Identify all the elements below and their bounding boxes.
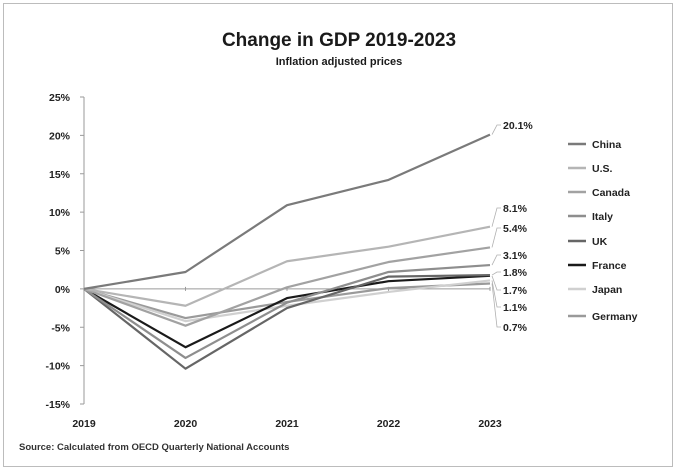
series-line-italy bbox=[83, 263, 491, 360]
series-line-canada bbox=[83, 246, 491, 327]
legend: China U.S. Canada Italy UK France Japan Germany bbox=[568, 139, 638, 323]
series-line-japan bbox=[83, 279, 491, 323]
end-labels: 20.1% 8.1% 5.4% 3.1% 1.8% 1.7% 1.1% 0.7% bbox=[491, 120, 533, 334]
end-label: 0.7% bbox=[503, 322, 528, 334]
end-label: 20.1% bbox=[503, 120, 533, 132]
y-tick-label: -10% bbox=[45, 361, 70, 373]
end-label: 8.1% bbox=[503, 203, 528, 215]
legend-label: Canada bbox=[592, 187, 630, 199]
series-line-france bbox=[83, 274, 491, 349]
end-label: 3.1% bbox=[503, 250, 528, 262]
x-tick-label: 2023 bbox=[478, 418, 502, 430]
end-label: 1.1% bbox=[503, 302, 528, 314]
end-label-leader bbox=[491, 124, 501, 135]
end-label: 1.7% bbox=[503, 285, 528, 297]
y-tick-label: -15% bbox=[45, 399, 70, 411]
axes: 25% 20% 15% 10% 5% 0% -5% -10% -15%2019 2020 2021 2… bbox=[45, 92, 501, 430]
legend-label: UK bbox=[592, 236, 608, 248]
x-tick-label: 2020 bbox=[174, 418, 198, 430]
chart-frame bbox=[3, 3, 673, 467]
legend-label: U.S. bbox=[592, 163, 613, 175]
end-label-leader bbox=[491, 280, 501, 308]
series-line-china bbox=[83, 133, 491, 290]
y-tick-label: 20% bbox=[49, 130, 71, 142]
end-label: 1.8% bbox=[503, 267, 528, 279]
y-tick-label: 10% bbox=[49, 207, 71, 219]
y-tick-label: 5% bbox=[55, 246, 71, 258]
end-label-leader bbox=[491, 227, 501, 248]
end-label-leader bbox=[491, 207, 501, 227]
end-label-leader bbox=[491, 275, 501, 291]
legend-label: China bbox=[592, 139, 621, 151]
x-tick-label: 2019 bbox=[72, 418, 96, 430]
y-tick-label: -5% bbox=[51, 322, 70, 334]
end-label-leader bbox=[491, 283, 501, 328]
legend-label: France bbox=[592, 260, 627, 272]
end-label-leader bbox=[491, 254, 501, 266]
x-tick-label: 2021 bbox=[275, 418, 299, 430]
chart-subtitle: Inflation adjusted prices bbox=[275, 56, 403, 68]
end-label-leader bbox=[491, 271, 501, 276]
x-tick-label: 2022 bbox=[377, 418, 401, 430]
y-tick-label: 15% bbox=[49, 169, 71, 181]
y-tick-label: 0% bbox=[55, 284, 71, 296]
legend-label: Germany bbox=[592, 311, 638, 323]
legend-label: Italy bbox=[592, 211, 613, 223]
end-label: 5.4% bbox=[503, 223, 528, 235]
chart-title: Change in GDP 2019-2023 bbox=[221, 30, 457, 51]
series-line-us bbox=[83, 225, 491, 307]
series-lines bbox=[83, 133, 491, 370]
y-tick-label: 25% bbox=[49, 92, 71, 104]
legend-label: Japan bbox=[592, 284, 622, 296]
series-line-uk bbox=[83, 273, 491, 370]
source-note: Source: Calculated from OECD Quarterly N… bbox=[19, 442, 290, 453]
